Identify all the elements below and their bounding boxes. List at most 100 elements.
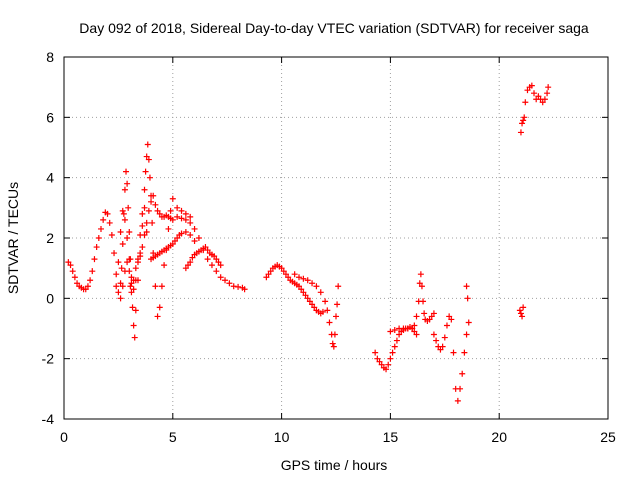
- data-point: [521, 114, 528, 121]
- data-point: [204, 256, 211, 263]
- y-tick-label: 2: [46, 230, 54, 246]
- data-point: [100, 216, 107, 223]
- data-point: [126, 256, 133, 263]
- data-point: [71, 274, 78, 281]
- data-point: [187, 259, 194, 266]
- y-tick-label: 8: [46, 49, 54, 65]
- data-point: [143, 219, 150, 226]
- data-point: [204, 247, 211, 254]
- data-point: [448, 316, 455, 323]
- y-tick-label: 6: [46, 109, 54, 125]
- data-point: [143, 228, 150, 235]
- data-point: [148, 192, 155, 199]
- data-point: [74, 280, 81, 287]
- data-point: [413, 313, 420, 320]
- data-point: [139, 244, 146, 251]
- data-point: [95, 235, 102, 241]
- data-point: [187, 231, 194, 238]
- data-point: [191, 238, 198, 245]
- axis-ticks: 0 5 10 15 20 25 -4 -2 0 2 4 6 8: [42, 49, 616, 445]
- data-point: [143, 153, 150, 160]
- data-point: [115, 259, 122, 266]
- data-point: [378, 361, 385, 368]
- data-point: [313, 283, 320, 290]
- data-point: [129, 304, 136, 311]
- data-point: [329, 340, 336, 347]
- data-point: [156, 210, 163, 217]
- data-point: [391, 327, 398, 334]
- data-point: [67, 262, 74, 269]
- data-point: [156, 304, 163, 311]
- data-point: [443, 322, 450, 329]
- data-point: [217, 262, 224, 269]
- data-point: [333, 313, 339, 320]
- data-point: [130, 322, 137, 329]
- data-point: [450, 349, 457, 356]
- data-point: [137, 231, 144, 238]
- data-point: [217, 274, 224, 281]
- data-point: [519, 120, 526, 127]
- data-point: [124, 259, 131, 266]
- data-point: [420, 298, 427, 305]
- data-point: [285, 274, 292, 281]
- data-point: [69, 268, 76, 275]
- data-point: [437, 346, 444, 353]
- data-point: [387, 328, 394, 335]
- data-point: [89, 268, 96, 275]
- data-point: [519, 313, 526, 320]
- data-point: [154, 207, 161, 214]
- data-point: [535, 93, 542, 100]
- data-point: [461, 349, 468, 356]
- data-point: [111, 250, 118, 257]
- data-point: [141, 186, 148, 193]
- data-point: [291, 271, 298, 278]
- data-point: [230, 283, 237, 290]
- data-point: [182, 228, 189, 235]
- data-point: [134, 256, 141, 263]
- x-tick-label: 15: [383, 429, 399, 445]
- data-point: [334, 301, 341, 308]
- data-point: [124, 180, 131, 187]
- data-point: [169, 216, 176, 223]
- data-point: [430, 331, 437, 338]
- chart-title: Day 092 of 2018, Sidereal Day-to-day VTE…: [79, 20, 589, 36]
- data-point: [152, 201, 159, 208]
- data-point: [208, 262, 215, 269]
- data-point: [189, 254, 196, 261]
- y-tick-label: 4: [46, 170, 54, 186]
- data-point: [121, 216, 128, 223]
- data-point: [446, 313, 453, 320]
- data-point: [393, 337, 400, 344]
- data-point: [282, 271, 289, 278]
- data-point: [91, 256, 98, 263]
- data-point: [113, 283, 120, 290]
- data-point: [374, 355, 381, 362]
- data-point: [123, 168, 130, 175]
- data-point: [278, 265, 285, 272]
- data-point: [171, 238, 178, 245]
- data-point: [391, 343, 398, 350]
- data-point: [93, 244, 100, 251]
- data-point: [411, 322, 418, 329]
- data-point: [132, 265, 139, 272]
- data-point: [413, 331, 420, 338]
- data-point: [433, 337, 440, 344]
- data-point: [132, 307, 139, 314]
- data-point: [118, 265, 125, 272]
- data-point: [263, 274, 270, 281]
- data-point: [304, 295, 311, 302]
- data-points: [65, 82, 552, 404]
- data-point: [306, 298, 313, 305]
- data-point: [213, 256, 220, 263]
- data-point: [385, 361, 392, 368]
- data-point: [128, 280, 135, 287]
- data-point: [211, 253, 218, 260]
- data-point: [124, 235, 131, 241]
- data-point: [235, 283, 242, 290]
- data-point: [539, 99, 546, 106]
- data-point: [213, 268, 220, 275]
- data-point: [324, 307, 331, 314]
- data-point: [396, 331, 403, 338]
- data-point: [215, 259, 222, 266]
